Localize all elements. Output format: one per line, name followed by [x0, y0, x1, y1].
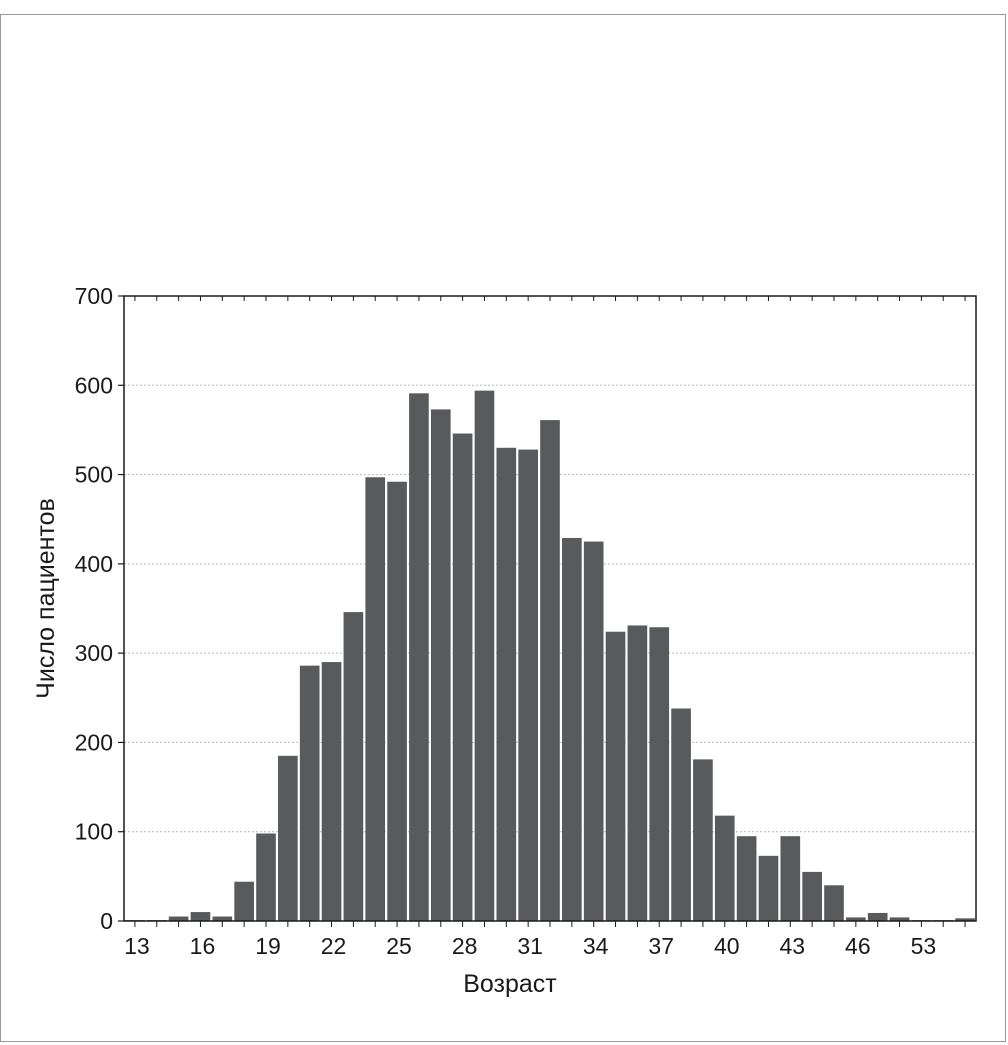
histogram-bar	[278, 755, 298, 921]
y-tick-label: 400	[75, 551, 113, 577]
grid-lines	[124, 384, 976, 833]
x-tick-label: 28	[452, 933, 478, 959]
x-tick-label: 34	[583, 933, 609, 959]
histogram-bar	[212, 916, 233, 921]
x-tick-label: 40	[714, 933, 740, 959]
histogram-bar	[256, 833, 276, 921]
x-tick-label: 22	[321, 933, 347, 959]
x-tick-label: 46	[845, 933, 871, 959]
histogram-bar	[387, 481, 407, 921]
histogram-bar	[452, 433, 473, 921]
histogram-bar	[234, 881, 254, 921]
histogram-bar	[365, 477, 386, 921]
x-tick-label: 16	[190, 933, 216, 959]
histogram-bar	[736, 836, 757, 921]
y-tick-label: 0	[100, 908, 113, 934]
histogram-bar	[518, 449, 538, 921]
y-tick-label: 700	[75, 283, 113, 309]
histogram-bar	[693, 759, 713, 921]
histogram-bar	[955, 918, 975, 921]
histogram-bar	[714, 815, 735, 921]
x-tick-label: 19	[255, 933, 281, 959]
histogram-bar	[343, 612, 364, 921]
histogram-bar	[846, 917, 866, 921]
histogram-bar	[474, 390, 495, 922]
histogram-bar	[299, 665, 320, 921]
y-tick-label: 200	[75, 729, 113, 755]
y-axis-title: Число пациентов	[32, 498, 60, 699]
histogram-bar	[671, 708, 691, 921]
x-tick-label: 37	[648, 933, 674, 959]
x-tick-label: 43	[780, 933, 806, 959]
histogram-bar	[168, 916, 189, 921]
histogram-bar	[605, 631, 626, 921]
histogram-bar	[409, 393, 429, 922]
x-axis-tick-labels: 13 16 19 22 25 28 31 34 37 40 43 46 53	[124, 933, 936, 959]
histogram-bar	[802, 871, 822, 921]
histogram-bar	[496, 447, 517, 921]
axis-ticks	[118, 295, 966, 927]
y-axis-tick-labels: 0 100 200 300 400 500 600 700	[75, 283, 113, 934]
histogram-bar	[430, 409, 451, 921]
histogram-bar	[627, 625, 648, 921]
chart-frame	[0, 14, 1006, 1042]
y-tick-label: 500	[75, 462, 113, 488]
histogram-bar	[540, 420, 560, 921]
bars	[125, 390, 975, 922]
histogram-bar	[321, 662, 342, 921]
histogram-bar	[758, 855, 779, 921]
histogram-bar	[562, 537, 582, 921]
histogram-bar	[824, 885, 844, 921]
y-tick-label: 100	[75, 819, 113, 845]
histogram-bar	[867, 912, 888, 921]
histogram-bar	[583, 541, 604, 921]
histogram-bar	[889, 917, 910, 921]
x-tick-label: 31	[517, 933, 543, 959]
histogram-bar	[649, 627, 670, 921]
y-tick-label: 300	[75, 640, 113, 666]
histogram-bar	[780, 836, 801, 921]
histogram-bar	[190, 912, 211, 921]
y-tick-label: 600	[75, 372, 113, 398]
x-tick-label: 25	[386, 933, 412, 959]
x-tick-label: 53	[911, 933, 937, 959]
x-tick-label: 13	[124, 933, 150, 959]
x-axis-title: Возраст	[463, 970, 557, 998]
